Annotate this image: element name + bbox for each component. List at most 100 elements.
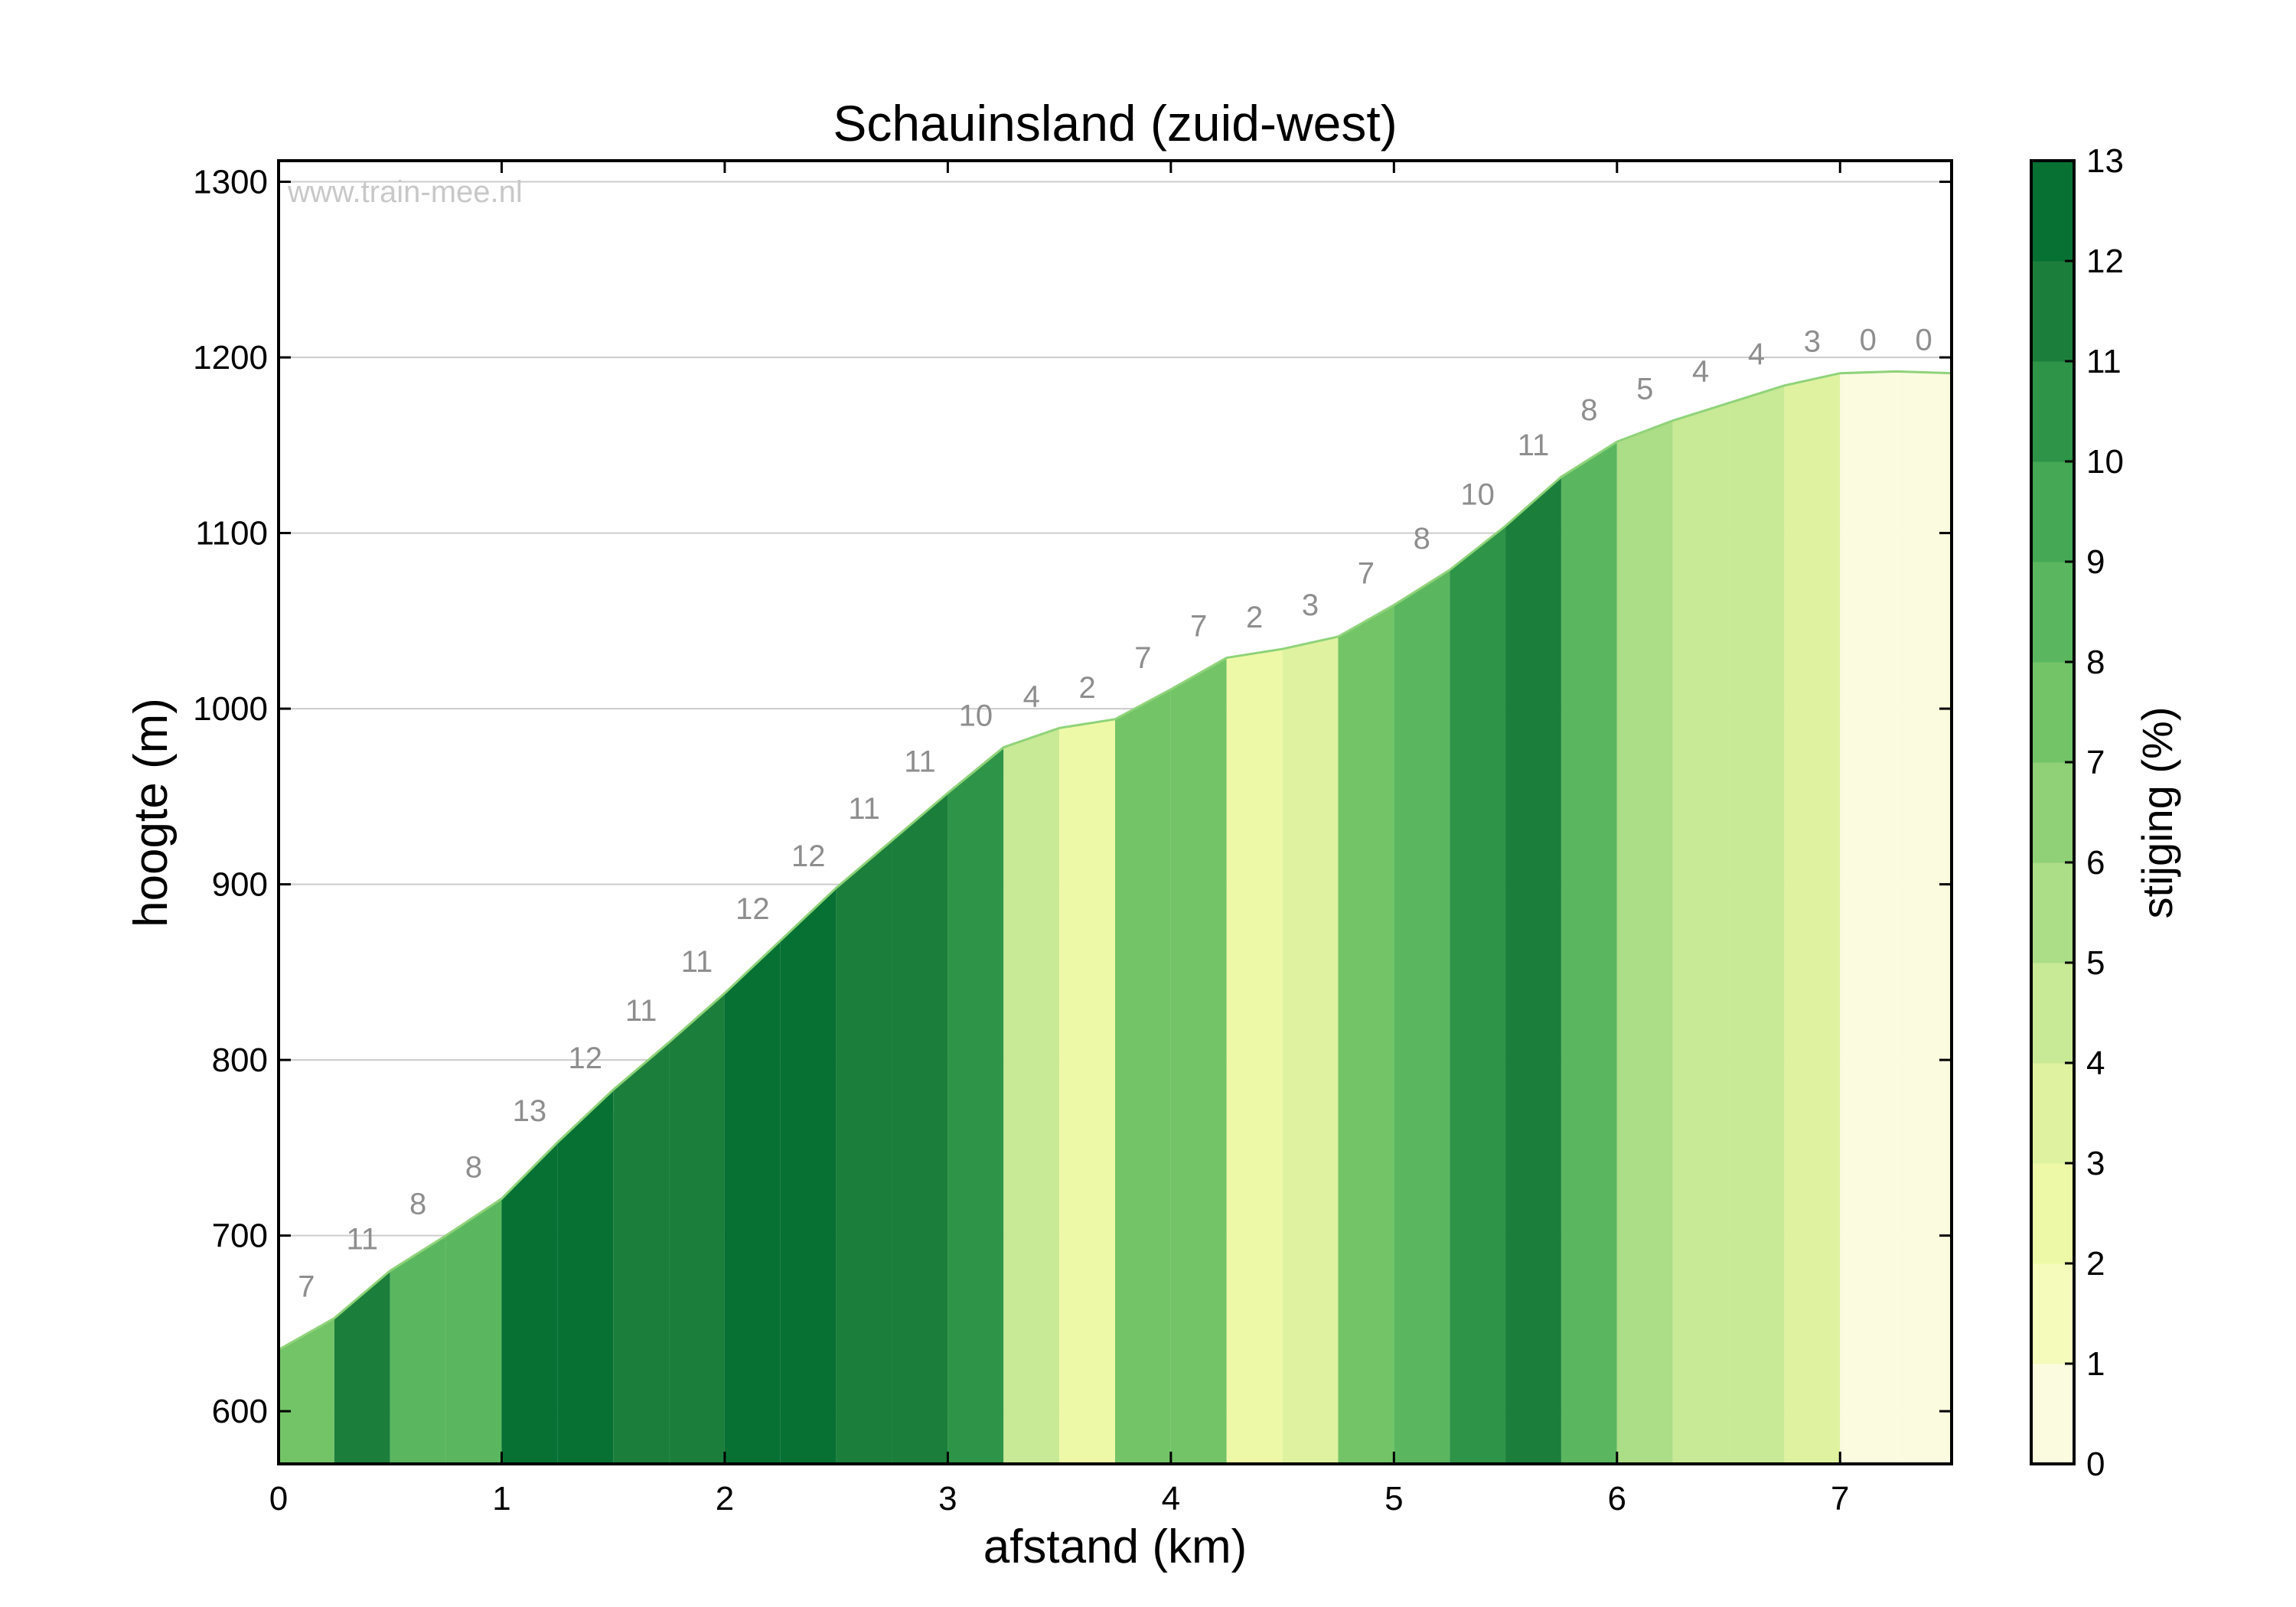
colorbar-swatch bbox=[2031, 1163, 2074, 1264]
gradient-band bbox=[1282, 636, 1339, 1464]
colorbar-tick-label: 7 bbox=[2086, 744, 2105, 781]
gradient-band bbox=[1840, 371, 1896, 1464]
colorbar-swatch bbox=[2031, 1263, 2074, 1364]
y-tick-label: 800 bbox=[212, 1041, 268, 1079]
colorbar-tick-label: 1 bbox=[2086, 1345, 2105, 1383]
gradient-label: 7 bbox=[1134, 641, 1151, 675]
gradient-label: 11 bbox=[625, 994, 657, 1028]
gradient-band bbox=[334, 1270, 390, 1464]
gradient-label: 10 bbox=[959, 699, 993, 733]
gradient-band bbox=[1784, 373, 1841, 1464]
gradient-band bbox=[1394, 569, 1450, 1464]
gradient-label: 11 bbox=[347, 1223, 379, 1257]
gradient-label: 12 bbox=[735, 892, 770, 926]
colorbar-swatch bbox=[2031, 862, 2074, 963]
gradient-label: 8 bbox=[409, 1188, 426, 1221]
gradient-label: 5 bbox=[1636, 373, 1653, 406]
colorbar-swatch bbox=[2031, 161, 2074, 262]
gradient-label: 10 bbox=[1460, 478, 1495, 511]
colorbar-swatch bbox=[2031, 1063, 2074, 1164]
x-tick-label: 7 bbox=[1831, 1480, 1849, 1517]
gradient-label: 12 bbox=[791, 839, 826, 873]
gradient-band bbox=[892, 793, 948, 1464]
gradient-band bbox=[1003, 728, 1060, 1464]
gradient-label: 8 bbox=[1414, 522, 1430, 556]
gradient-band bbox=[1616, 420, 1673, 1464]
gradient-label: 2 bbox=[1078, 671, 1095, 705]
gradient-label: 8 bbox=[465, 1150, 482, 1184]
gradient-label: 12 bbox=[569, 1041, 603, 1075]
gradient-label: 4 bbox=[1748, 337, 1765, 371]
gradient-label: 11 bbox=[848, 792, 880, 826]
colorbar-swatch bbox=[2031, 963, 2074, 1064]
gradient-label: 2 bbox=[1246, 601, 1263, 634]
colorbar-frame bbox=[2030, 159, 2076, 1465]
gradient-band bbox=[1896, 371, 1952, 1464]
colorbar-tick-label: 0 bbox=[2086, 1446, 2105, 1483]
y-tick-label: 1300 bbox=[193, 164, 268, 201]
gradient-band bbox=[1728, 385, 1785, 1464]
x-tick-label: 0 bbox=[269, 1480, 288, 1517]
gradient-band bbox=[724, 940, 781, 1464]
watermark: www.train-mee.nl bbox=[287, 175, 523, 209]
colorbar-label: stijging (%) bbox=[2133, 707, 2181, 919]
colorbar-tick-label: 12 bbox=[2086, 243, 2124, 280]
gradient-band bbox=[1505, 477, 1561, 1464]
gradient-label: 11 bbox=[1518, 429, 1550, 462]
gradient-label: 7 bbox=[298, 1270, 315, 1304]
y-tick-label: 700 bbox=[212, 1217, 268, 1255]
gradient-band bbox=[1115, 689, 1171, 1464]
gradient-band bbox=[445, 1198, 502, 1464]
gradient-band bbox=[1338, 605, 1394, 1464]
gradient-label: 8 bbox=[1580, 393, 1597, 427]
gradient-band bbox=[1226, 649, 1283, 1464]
gradient-band bbox=[1450, 526, 1506, 1464]
colorbar-tick-label: 10 bbox=[2086, 443, 2124, 481]
y-tick-label: 600 bbox=[212, 1393, 268, 1430]
plot-frame bbox=[277, 159, 1953, 1465]
gradient-labels: 7 11 8 8 13 12 11 11 12 12 11 11 10 4 2 7 7 2 3 7 8 10 11 8 5 4 4 3… bbox=[298, 323, 1932, 1303]
gradient-label: 7 bbox=[1358, 557, 1375, 591]
gradient-band bbox=[947, 747, 1004, 1464]
gradient-band bbox=[1561, 442, 1617, 1464]
gradient-label: 4 bbox=[1692, 355, 1709, 389]
colorbar-tick-label: 11 bbox=[2086, 343, 2122, 380]
colorbar-swatch bbox=[2031, 461, 2074, 562]
x-tick-label: 3 bbox=[938, 1480, 957, 1517]
gradient-label: 11 bbox=[681, 945, 713, 979]
colorbar-swatch bbox=[2031, 762, 2074, 863]
x-tick-label: 2 bbox=[716, 1480, 734, 1517]
gradient-label: 0 bbox=[1915, 323, 1932, 357]
colorbar-tick-label: 13 bbox=[2086, 142, 2124, 180]
gradient-band bbox=[1672, 403, 1729, 1464]
colorbar-swatch bbox=[2031, 1364, 2074, 1465]
colorbar-swatch bbox=[2031, 562, 2074, 663]
gradient-label: 3 bbox=[1804, 325, 1821, 359]
y-tick-label: 1100 bbox=[195, 515, 268, 553]
gradient-label: 4 bbox=[1023, 680, 1040, 713]
x-tick-label: 5 bbox=[1384, 1480, 1403, 1517]
colorbar-tick-label: 3 bbox=[2086, 1145, 2105, 1182]
gradient-band bbox=[613, 1042, 670, 1464]
colorbar-swatch bbox=[2031, 361, 2074, 462]
x-axis-label: afstand (km) bbox=[983, 1521, 1247, 1573]
gradient-band bbox=[1170, 657, 1227, 1464]
gradient-band bbox=[1059, 719, 1115, 1464]
gradient-band bbox=[557, 1090, 614, 1464]
gradient-band bbox=[390, 1235, 446, 1464]
y-tick-label: 900 bbox=[212, 866, 268, 904]
gradient-band bbox=[279, 1318, 334, 1464]
gradient-label: 13 bbox=[513, 1094, 547, 1128]
gradient-label: 7 bbox=[1190, 610, 1207, 644]
y-tick-label: 1000 bbox=[193, 690, 268, 728]
colorbar-tick-label: 4 bbox=[2086, 1045, 2105, 1082]
colorbar-swatch bbox=[2031, 261, 2074, 362]
gradient-band bbox=[501, 1142, 558, 1464]
colorbar-tick-label: 8 bbox=[2086, 644, 2105, 681]
colorbar-swatch bbox=[2031, 662, 2074, 763]
gradient-band bbox=[836, 840, 892, 1464]
x-tick-label: 6 bbox=[1608, 1480, 1626, 1517]
